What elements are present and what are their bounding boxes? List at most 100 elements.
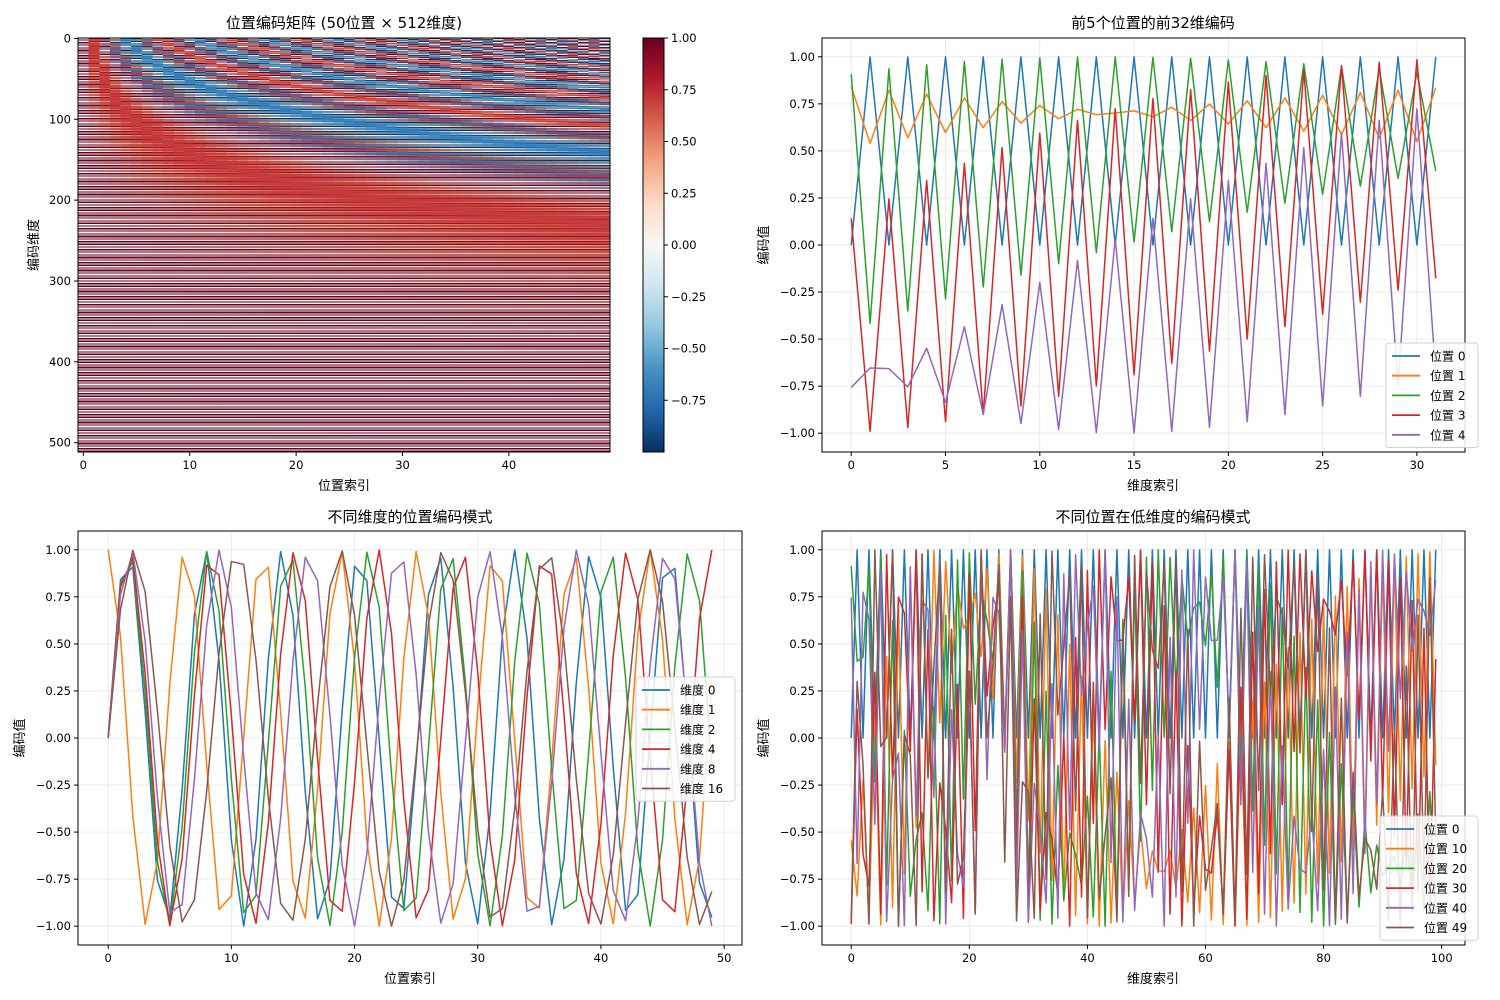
series-line-4 (850, 107, 1437, 434)
series-line-0 (107, 549, 713, 927)
legend-label: 位置 30 (1424, 881, 1467, 896)
y-tick-label: −1.00 (780, 919, 815, 933)
x-tick-label: 20 (347, 951, 362, 965)
heatmap-title: 位置编码矩阵 (50位置 × 512维度) (226, 14, 462, 32)
heatmap-x-tick-label: 40 (502, 458, 517, 472)
legend-label: 位置 40 (1424, 900, 1467, 915)
legend-label: 维度 0 (680, 683, 715, 698)
panel1-y-ticks: 1.00 0.75 0.50 0.25 0.00 −0.25 −0.50 −0.75 −1.00 (780, 50, 822, 440)
colorbar-tick-label: −0.25 (671, 290, 706, 304)
legend-box (635, 676, 736, 802)
colorbar-tick-label: −0.50 (671, 342, 706, 356)
legend-label: 位置 4 (1430, 427, 1465, 442)
legend-label: 位置 3 (1430, 408, 1465, 423)
x-tick-label: 0 (105, 951, 112, 965)
heatmap-y-tick-label: 100 (49, 112, 71, 126)
line-panel-positions-low-dims: 不同位置在低维度的编码模式 0 20 40 60 80 100 1.00 0.75 0.50 0… (756, 508, 1479, 987)
x-tick-label: 25 (1315, 458, 1330, 472)
heatmap-y-tick-label: 400 (49, 355, 71, 369)
x-tick-label: 0 (848, 458, 855, 472)
y-tick-label: 0.25 (789, 684, 815, 698)
series-line-0 (850, 549, 1437, 739)
y-tick-label: 0.25 (45, 684, 71, 698)
panel3-title: 不同位置在低维度的编码模式 (1055, 508, 1250, 526)
panel1-y-label: 编码值 (756, 225, 772, 264)
y-tick-label: 1.00 (789, 50, 815, 64)
y-tick-label: −0.75 (780, 379, 815, 393)
legend-label: 位置 49 (1424, 920, 1467, 935)
colorbar-tick-label: −0.75 (671, 393, 706, 407)
y-tick-label: −0.50 (780, 332, 815, 346)
series-line-2 (107, 550, 713, 927)
heatmap-y-ticks: 0 100 200 300 400 500 (49, 31, 78, 450)
colorbar-tick-label: 0.50 (671, 135, 697, 149)
y-tick-label: 0.50 (45, 637, 71, 651)
y-tick-label: −1.00 (780, 426, 815, 440)
heatmap-x-tick-label: 30 (395, 458, 410, 472)
panel3-lines (850, 549, 1437, 927)
x-tick-label: 30 (470, 951, 485, 965)
series-line-1 (850, 549, 1437, 927)
colorbar-ticks: 1.00 0.75 0.50 0.25 0.00 −0.25 −0.50 −0.75 (664, 31, 706, 407)
y-tick-label: 0.50 (789, 637, 815, 651)
y-tick-label: −1.00 (36, 919, 71, 933)
panel2-x-ticks: 0 10 20 30 40 50 (105, 945, 732, 965)
panel1-legend: 位置 0 位置 1 位置 2 位置 3 位置 4 (1385, 342, 1479, 448)
panel2-lines (107, 549, 713, 927)
heatmap-frame (77, 37, 611, 453)
panel3-y-label: 编码值 (756, 718, 772, 757)
series-line-3 (850, 59, 1437, 433)
x-tick-label: 30 (1410, 458, 1425, 472)
panel2-x-label: 位置索引 (384, 972, 436, 987)
legend-box (1379, 815, 1479, 941)
series-line-3 (107, 549, 713, 927)
x-tick-label: 10 (1032, 458, 1047, 472)
y-tick-label: −0.25 (780, 778, 815, 792)
y-tick-label: −0.25 (36, 778, 71, 792)
y-tick-label: 0.75 (789, 590, 815, 604)
panel3-x-ticks: 0 20 40 60 80 100 (848, 945, 1453, 965)
colorbar-tick-label: 0.75 (671, 83, 697, 97)
panel2-title: 不同维度的位置编码模式 (327, 508, 492, 526)
panel1-lines (850, 56, 1437, 434)
legend-label: 维度 2 (680, 722, 715, 737)
x-tick-label: 10 (224, 951, 239, 965)
colorbar-tick-label: 0.00 (671, 238, 697, 252)
colorbar (642, 37, 665, 453)
heatmap-y-label: 编码维度 (26, 219, 42, 271)
heatmap-image (78, 38, 610, 452)
y-tick-label: 0.00 (789, 238, 815, 252)
line-panel-dimensions: 不同维度的位置编码模式 0 10 20 30 40 50 1.00 0.75 0.50 0.25… (12, 508, 743, 987)
heatmap-y-tick-label: 200 (49, 193, 71, 207)
y-tick-label: 0.75 (45, 590, 71, 604)
x-tick-label: 60 (1198, 951, 1213, 965)
legend-box (1385, 342, 1479, 448)
y-tick-label: 1.00 (789, 543, 815, 557)
panel1-x-ticks: 0 5 10 15 20 25 30 (848, 452, 1425, 472)
series-line-1 (850, 86, 1437, 145)
y-tick-label: 0.00 (45, 731, 71, 745)
x-tick-label: 15 (1127, 458, 1142, 472)
panel3-x-label: 维度索引 (1127, 971, 1179, 987)
y-tick-label: −0.75 (36, 872, 71, 886)
series-line-5 (850, 549, 1437, 927)
panel1-title: 前5个位置的前32维编码 (1071, 14, 1235, 32)
legend-label: 维度 1 (680, 702, 715, 717)
heatmap-x-label: 位置索引 (318, 479, 370, 494)
heatmap-y-tick-label: 300 (49, 274, 71, 288)
heatmap-x-tick-label: 10 (182, 458, 197, 472)
y-tick-label: −0.50 (780, 825, 815, 839)
heatmap-y-tick-label: 500 (49, 436, 71, 450)
panel2-y-ticks: 1.00 0.75 0.50 0.25 0.00 −0.25 −0.50 −0.75 −1.00 (36, 543, 78, 933)
y-tick-label: −0.50 (36, 825, 71, 839)
colorbar-tick-label: 0.25 (671, 186, 697, 200)
legend-label: 位置 10 (1424, 841, 1467, 856)
x-tick-label: 100 (1431, 951, 1453, 965)
y-tick-label: −0.25 (780, 285, 815, 299)
x-tick-label: 80 (1316, 951, 1331, 965)
y-tick-label: −0.75 (780, 872, 815, 886)
panel3-legend: 位置 0 位置 10 位置 20 位置 30 位置 40 位置 49 (1379, 815, 1479, 941)
x-tick-label: 50 (717, 951, 732, 965)
series-line-5 (107, 549, 713, 927)
